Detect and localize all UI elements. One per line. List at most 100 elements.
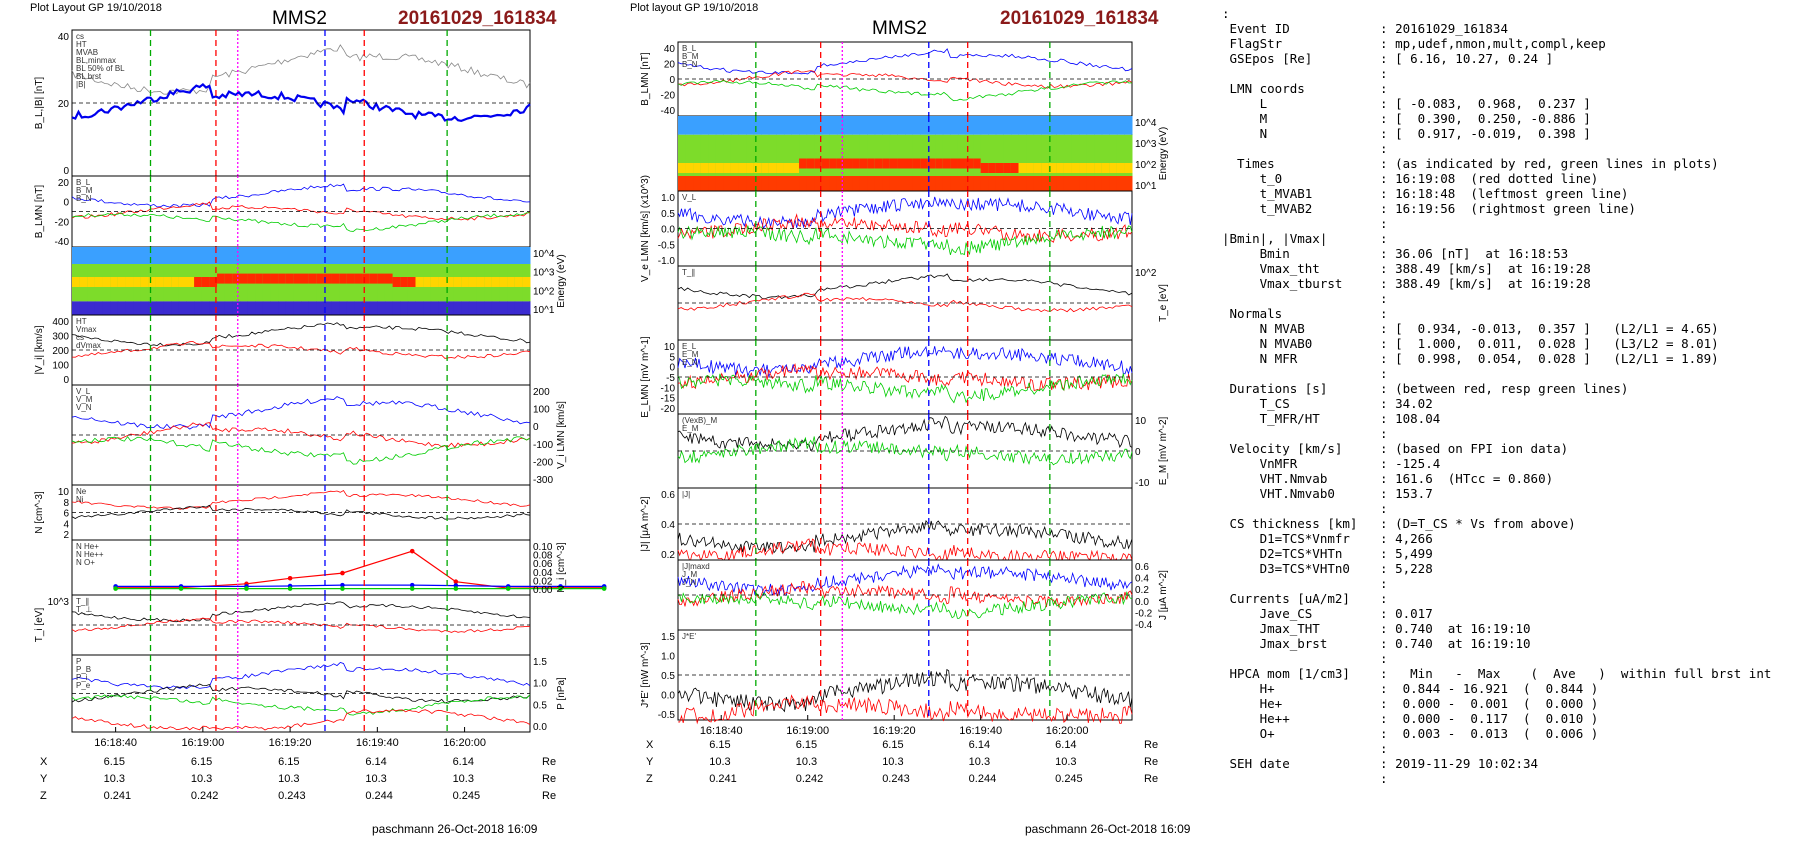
- spectrogram-cell: [476, 277, 485, 287]
- y-tick-label: 1.5: [533, 657, 547, 668]
- spectrogram-cell: [155, 247, 165, 264]
- spectrogram-cell: [339, 273, 348, 284]
- spectrogram-cell: [323, 301, 333, 315]
- series-line-ve: [677, 213, 1133, 243]
- info-line: Vmax_tht : 388.49 [km/s] at 16:19:28: [1222, 261, 1591, 276]
- y-axis-label: E_LMN [mV m^-1]: [640, 336, 651, 418]
- y-axis-label: |V_i| [km/s]: [34, 325, 45, 374]
- spectrogram-cell: [331, 301, 340, 315]
- coord-value: 0.241: [709, 773, 737, 785]
- series-line-te: [677, 273, 1133, 300]
- spectrogram-cell: [1063, 176, 1072, 191]
- spectrogram-cell: [783, 176, 792, 191]
- spectrogram-cell: [461, 301, 470, 315]
- y-tick-label: 20: [58, 178, 70, 189]
- y-axis-label: E_M [mV m^-2]: [1158, 416, 1169, 485]
- y-tick-label: 0.08: [533, 551, 553, 562]
- spectrogram-cell: [821, 134, 830, 176]
- spectrogram-cell: [1101, 134, 1110, 176]
- y-tick-label: 10^2: [1135, 268, 1157, 279]
- y-tick-label: 1.0: [661, 193, 675, 204]
- spectrogram-cell: [723, 163, 732, 173]
- legend-entry: B_L: [76, 178, 91, 187]
- y-tick-label: -10: [1135, 478, 1150, 489]
- spectrogram-cell: [685, 134, 694, 176]
- spectrogram-cell: [768, 116, 777, 135]
- spectrogram-cell: [94, 277, 104, 287]
- series-line-blmn: [677, 80, 1133, 102]
- spectrogram-cell: [423, 277, 432, 287]
- spectrogram-cell: [715, 116, 724, 135]
- spectrogram-cell: [1109, 176, 1118, 191]
- panel-je: 1.5 1.0 0.5 0.0 -0.5 J*E' [nW m^-3] J*E': [640, 629, 1133, 725]
- y-tick-label: 10: [664, 342, 676, 353]
- info-line: LMN coords :: [1222, 81, 1388, 96]
- spectrogram-cell: [522, 277, 531, 287]
- spectrogram-cell: [988, 163, 997, 173]
- y-tick-label: 8: [63, 498, 69, 509]
- y-tick-label: 0.5: [661, 209, 675, 220]
- spectrogram-cell: [882, 116, 891, 135]
- left-header: Plot Layout GP 19/10/2018: [30, 2, 162, 14]
- legend-entry: Ne: [76, 487, 87, 496]
- spectrogram-cell: [874, 134, 883, 176]
- spectrogram-cell: [829, 134, 838, 176]
- spectrogram-cell: [430, 301, 439, 315]
- spectrogram-cell: [715, 163, 724, 173]
- spectrogram-cell: [1048, 116, 1057, 135]
- spectrogram-cell: [339, 247, 348, 264]
- series-line-vi: [71, 322, 531, 347]
- spectrogram-cell: [1056, 176, 1065, 191]
- spectrogram-cell: [1079, 134, 1088, 176]
- spectrogram-cell: [308, 247, 317, 264]
- legend-entry: (VexB)_M: [682, 416, 717, 425]
- coord-value: 0.241: [103, 790, 132, 802]
- y-tick-label: 0.0: [661, 691, 675, 702]
- spectrogram-cell: [920, 176, 929, 191]
- y-tick-label: -5: [666, 373, 675, 384]
- y-tick-label: 10^1: [1135, 181, 1157, 192]
- spectrogram-cell: [738, 176, 747, 191]
- info-line: :: [1222, 66, 1388, 81]
- spectrogram-cell: [920, 134, 929, 176]
- spectrogram-cell: [1033, 116, 1042, 135]
- legend-entry: BL 50% of BL: [76, 64, 125, 73]
- series-line-elmn: [677, 373, 1133, 404]
- coord-value: 0.244: [365, 790, 393, 802]
- spectrogram-cell: [1086, 116, 1095, 135]
- legend-entry: |J|: [682, 490, 690, 499]
- coord-value: 10.3: [365, 773, 387, 785]
- y-tick-label: -15: [661, 394, 676, 405]
- spectrogram-cell: [874, 116, 883, 135]
- series-line-vilmn: [71, 396, 531, 430]
- spectrogram-cell: [1026, 176, 1035, 191]
- spectrogram-cell: [859, 116, 868, 135]
- spectrogram-cell: [468, 247, 478, 264]
- spectrogram-cell: [285, 273, 294, 284]
- spectrogram-cell: [897, 116, 906, 135]
- series-line-em: [677, 415, 1133, 452]
- series-line-O+: [115, 584, 605, 587]
- spectrogram-cell: [935, 158, 944, 169]
- spectrogram-cell: [806, 116, 815, 135]
- y-tick-label: -0.5: [658, 710, 676, 721]
- spectrogram-cell: [186, 277, 195, 287]
- info-line: :: [1222, 366, 1388, 381]
- spectrogram-cell: [262, 301, 271, 315]
- spectrogram-cell: [867, 158, 876, 169]
- info-line: :: [1222, 741, 1388, 756]
- spectrogram-cell: [1026, 163, 1035, 173]
- coord-value: 0.245: [452, 790, 481, 802]
- spectrogram-cell: [783, 116, 792, 135]
- spectrogram-cell: [1086, 163, 1095, 173]
- spectrogram-cell: [446, 277, 455, 287]
- spectrogram-cell: [522, 301, 531, 315]
- y-tick-label: 10: [1135, 416, 1147, 427]
- spectrogram-cell: [316, 301, 325, 315]
- spectrogram-cell: [87, 247, 96, 264]
- spectrogram-cell: [995, 116, 1004, 135]
- coord-unit: Re: [1144, 756, 1159, 768]
- series-line-blmn: [71, 201, 531, 221]
- info-line: Vmax_tburst : 388.49 [km/s] at 16:19:28: [1222, 276, 1591, 291]
